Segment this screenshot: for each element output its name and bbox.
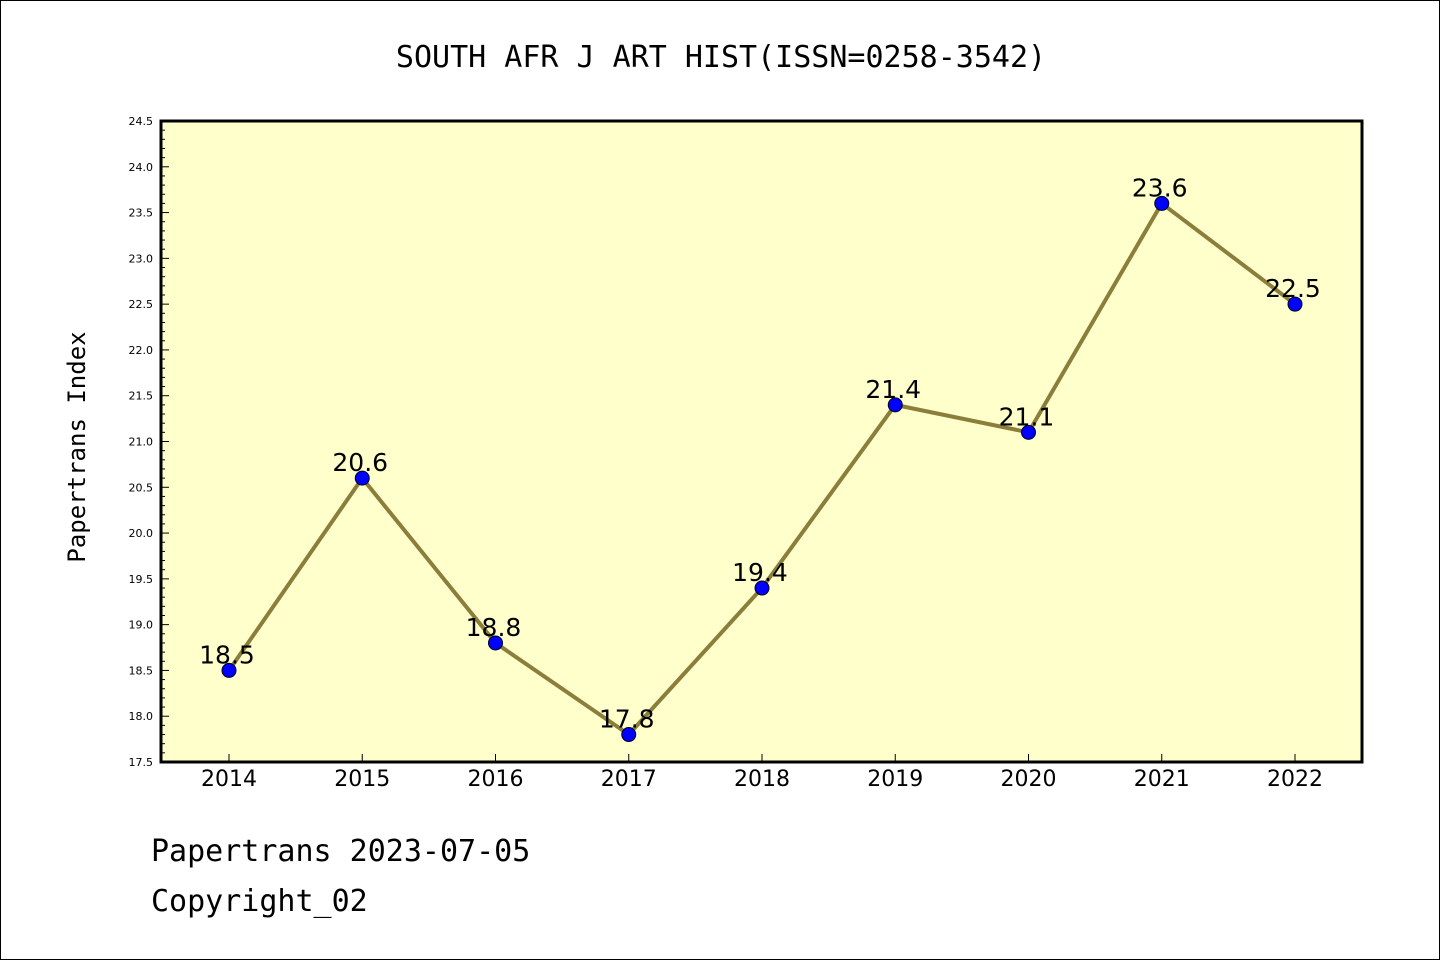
data-label: 19.4 (732, 558, 788, 587)
y-axis-label: Papertrans Index (63, 331, 91, 562)
x-tick-label: 2014 (201, 767, 257, 792)
y-tick-label: 22.5 (129, 298, 154, 311)
plot-area (161, 121, 1362, 762)
y-tick-label: 24.5 (129, 115, 154, 128)
x-tick-label: 2016 (468, 767, 524, 792)
y-tick-label: 21.0 (129, 436, 154, 449)
y-tick-label: 23.0 (129, 252, 154, 265)
x-tick-label: 2021 (1134, 767, 1190, 792)
y-tick-label: 19.5 (129, 573, 154, 586)
data-label: 23.6 (1132, 173, 1188, 202)
data-label: 21.4 (865, 375, 921, 404)
plot-frame (159, 119, 1364, 764)
data-point-marker (488, 635, 503, 651)
y-tick-label: 19.0 (129, 619, 154, 632)
y-tick-label: 21.5 (129, 390, 154, 403)
x-tick-label: 2020 (1001, 767, 1057, 792)
data-label: 21.1 (999, 402, 1055, 431)
data-label: 20.6 (332, 448, 388, 477)
data-point-marker (754, 580, 770, 596)
y-tick-label: 22.0 (129, 344, 154, 357)
data-label: 22.5 (1265, 274, 1321, 303)
data-point-marker (221, 662, 237, 678)
x-tick-label: 2022 (1267, 767, 1323, 792)
y-axis: 17.5 18.0 18.5 19.0 19.5 20.0 20.5 21.0 21.5 22.0… (129, 115, 169, 769)
x-tick-label: 2019 (867, 767, 923, 792)
y-tick-label: 20.5 (129, 481, 154, 494)
footer-date: Papertrans 2023-07-05 (151, 834, 531, 869)
y-tick-label: 23.5 (129, 207, 154, 220)
series-layer (221, 195, 1303, 743)
y-tick-label: 18.0 (129, 710, 154, 723)
data-label-layer: 18.5 20.6 18.8 17.8 19.4 21.4 21.1 23.6 22.5 (199, 173, 1321, 733)
y-tick-label: 20.0 (129, 527, 154, 540)
data-label: 18.5 (199, 640, 255, 669)
data-point-marker (621, 727, 637, 743)
chart-title: SOUTH AFR J ART HIST(ISSN=0258-3542) (396, 40, 1046, 75)
x-axis: 2014 2015 2016 2017 2018 2019 2020 2021 2022 (201, 754, 1323, 792)
x-tick-label: 2018 (734, 767, 790, 792)
data-point-marker (1154, 195, 1170, 211)
data-label: 17.8 (599, 705, 655, 734)
x-tick-label: 2017 (601, 767, 657, 792)
x-tick-label: 2015 (334, 767, 390, 792)
data-point-marker (1287, 296, 1303, 312)
data-point-marker (1021, 424, 1036, 440)
data-point-marker (354, 470, 370, 486)
y-tick-label: 17.5 (129, 756, 154, 769)
data-point-marker (887, 397, 903, 413)
y-tick-label: 24.0 (129, 161, 154, 174)
y-tick-label: 18.5 (129, 664, 154, 677)
footer-copyright: Copyright_02 (151, 884, 368, 919)
data-label: 18.8 (466, 613, 522, 642)
